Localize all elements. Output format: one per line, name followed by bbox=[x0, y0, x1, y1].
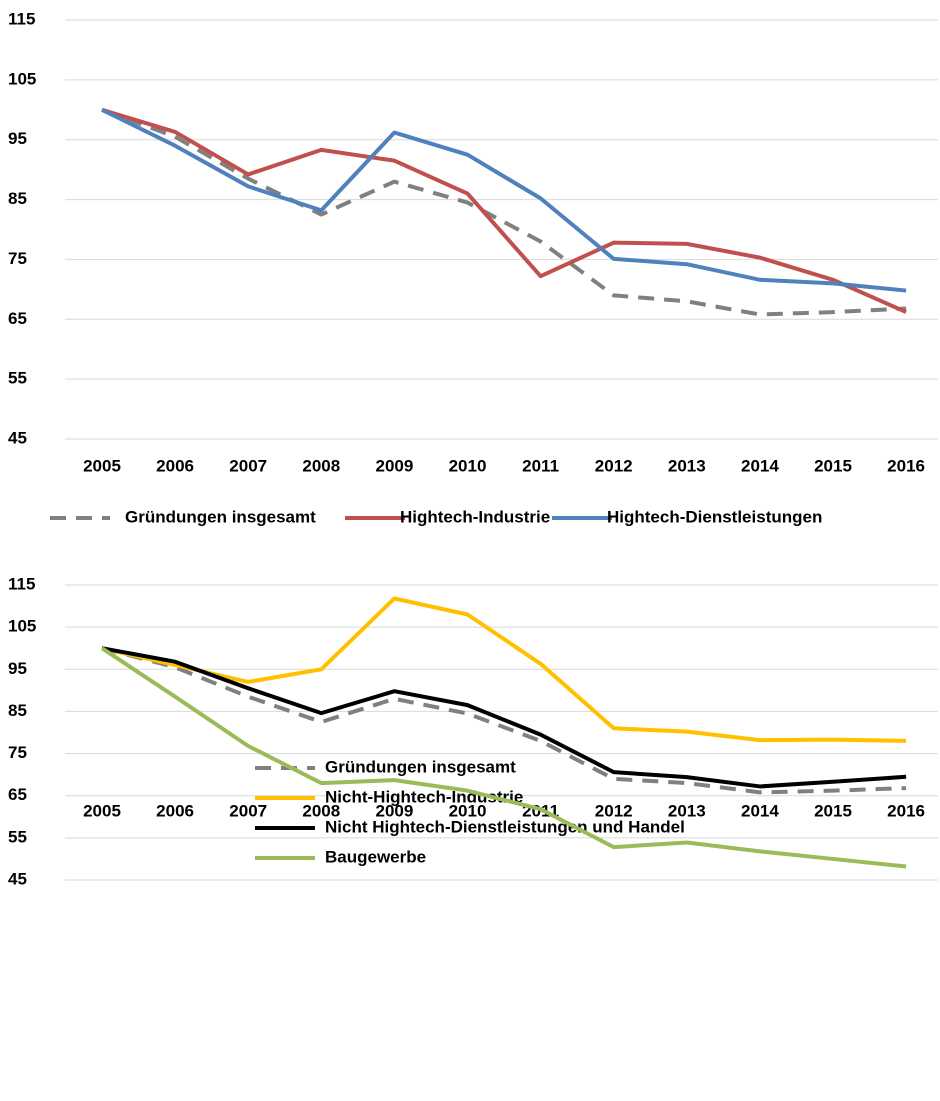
x-tick-label: 2006 bbox=[156, 801, 194, 820]
x-tick-label: 2013 bbox=[668, 801, 706, 820]
y-tick-label: 115 bbox=[8, 574, 35, 593]
legend-label: Baugewerbe bbox=[325, 847, 426, 866]
x-tick-label: 2012 bbox=[595, 801, 633, 820]
x-tick-label: 2009 bbox=[375, 801, 413, 820]
x-tick-label: 2011 bbox=[522, 456, 559, 475]
series-line bbox=[101, 107, 907, 317]
series-line bbox=[101, 107, 907, 314]
x-tick-label: 2016 bbox=[887, 801, 925, 820]
y-tick-label: 105 bbox=[8, 617, 36, 636]
x-tick-label: 2012 bbox=[595, 456, 633, 475]
x-tick-label: 2009 bbox=[375, 456, 413, 475]
y-tick-label: 55 bbox=[8, 369, 27, 388]
x-tick-label: 2010 bbox=[449, 801, 487, 820]
x-tick-label: 2008 bbox=[302, 456, 340, 475]
series-line bbox=[101, 646, 907, 795]
series-line bbox=[101, 646, 907, 789]
y-tick-label: 75 bbox=[8, 743, 27, 762]
y-tick-label: 45 bbox=[8, 869, 27, 888]
series-line bbox=[101, 596, 907, 743]
x-tick-label: 2016 bbox=[887, 456, 925, 475]
series-line bbox=[100, 646, 907, 869]
y-tick-label: 85 bbox=[8, 189, 27, 208]
y-tick-label: 75 bbox=[8, 249, 27, 268]
x-tick-label: 2014 bbox=[741, 801, 779, 820]
x-tick-label: 2015 bbox=[814, 801, 852, 820]
y-tick-label: 105 bbox=[8, 69, 36, 88]
x-tick-label: 2006 bbox=[156, 456, 194, 475]
legend-label: Hightech-Industrie bbox=[400, 507, 550, 526]
y-tick-label: 85 bbox=[8, 701, 27, 720]
x-tick-label: 2013 bbox=[668, 456, 706, 475]
y-tick-label: 65 bbox=[8, 785, 27, 804]
x-tick-label: 2007 bbox=[229, 456, 267, 475]
y-tick-label: 65 bbox=[8, 309, 27, 328]
x-tick-label: 2010 bbox=[449, 456, 487, 475]
x-tick-label: 2008 bbox=[302, 801, 340, 820]
x-tick-label: 2007 bbox=[229, 801, 267, 820]
series-line bbox=[101, 107, 907, 293]
x-tick-label: 2005 bbox=[83, 801, 121, 820]
y-tick-label: 115 bbox=[8, 9, 35, 28]
x-tick-label: 2005 bbox=[83, 456, 121, 475]
x-tick-label: 2015 bbox=[814, 456, 852, 475]
legend-label: Nicht Hightech-Dienstleistungen und Hand… bbox=[325, 817, 685, 836]
y-tick-label: 55 bbox=[8, 827, 27, 846]
y-tick-label: 95 bbox=[8, 129, 27, 148]
y-tick-label: 45 bbox=[8, 428, 27, 447]
legend-label: Gründungen insgesamt bbox=[325, 757, 516, 776]
x-tick-label: 2014 bbox=[741, 456, 779, 475]
legend-label: Hightech-Dienstleistungen bbox=[607, 507, 822, 526]
legend-label: Gründungen insgesamt bbox=[125, 507, 316, 526]
y-tick-label: 95 bbox=[8, 659, 27, 678]
